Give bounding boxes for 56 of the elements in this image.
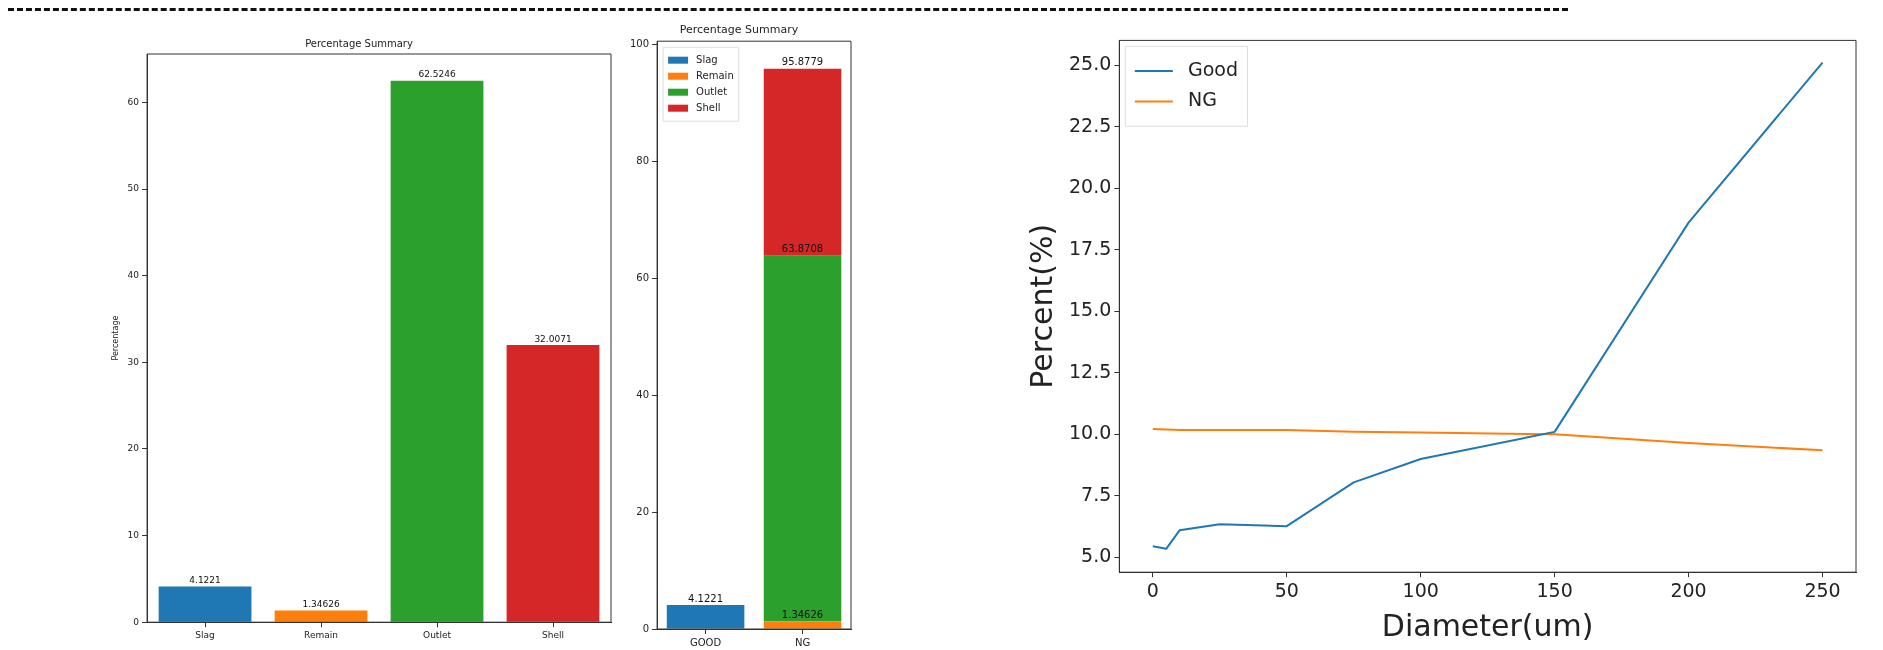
y-tick-label: 12.5: [1068, 359, 1112, 382]
legend-label: NG: [1188, 88, 1217, 111]
annotation: 63.8708: [781, 243, 824, 255]
data-label: 4.1221: [688, 592, 724, 604]
y-tick-label: 80: [636, 155, 650, 167]
y-tick-label: 10: [127, 529, 140, 540]
data-label: 32.0071: [534, 333, 572, 344]
data-label: 1.34626: [781, 608, 824, 620]
legend-label: Remain: [696, 69, 734, 81]
x-tick-label: Slag: [195, 629, 215, 640]
chart-title: Percentage Summary: [679, 23, 799, 37]
x-axis-title: Diameter(um): [1381, 607, 1594, 643]
legend-label: Shell: [696, 101, 721, 113]
y-tick-label: 17.5: [1068, 236, 1112, 259]
y-tick-label: 15.0: [1068, 298, 1112, 321]
y-tick-label: 50: [127, 183, 140, 194]
annotation: 95.8779: [781, 56, 824, 68]
y-tick-label: 20: [127, 443, 140, 454]
y-axis-title: Percentage: [110, 315, 120, 361]
x-tick-label: GOOD: [689, 636, 722, 648]
bar: [390, 80, 484, 622]
legend-label: Slag: [696, 53, 718, 65]
bar: [158, 586, 252, 622]
y-tick-label: 40: [636, 388, 650, 400]
x-tick-label: Shell: [542, 629, 564, 640]
y-tick-label: 22.5: [1068, 113, 1112, 136]
y-tick-label: 40: [127, 270, 140, 281]
x-tick-label: NG: [794, 636, 811, 648]
x-tick-label: 200: [1670, 578, 1707, 601]
y-tick-label: 60: [636, 272, 650, 284]
y-tick-label: 7.5: [1081, 482, 1112, 505]
x-tick-label: 0: [1146, 578, 1159, 601]
data-label: 4.1221: [189, 575, 221, 586]
legend-label: Good: [1188, 58, 1239, 81]
y-tick-label: 30: [127, 356, 140, 367]
bar: [506, 344, 600, 622]
x-tick-label: 250: [1804, 578, 1841, 601]
x-tick-label: Outlet: [423, 629, 452, 640]
y-tick-label: 100: [629, 38, 650, 50]
y-tick-label: 0: [133, 616, 140, 627]
x-tick-label: 50: [1274, 578, 1299, 601]
x-tick-label: 150: [1536, 578, 1573, 601]
y-axis-title: Percent(%): [1023, 223, 1059, 389]
chart-title: Percentage Summary: [305, 37, 413, 49]
y-tick-label: 10.0: [1068, 421, 1112, 444]
legend-label: Outlet: [696, 85, 728, 97]
bar: [274, 610, 368, 622]
y-tick-label: 5.0: [1081, 544, 1112, 567]
y-tick-label: 20: [636, 505, 650, 517]
y-tick-label: 60: [127, 96, 140, 107]
y-tick-label: 20.0: [1068, 175, 1112, 198]
data-label: 1.34626: [302, 599, 340, 610]
data-label: 62.5246: [418, 69, 456, 80]
x-tick-label: Remain: [304, 629, 338, 640]
y-tick-label: 25.0: [1068, 51, 1112, 74]
x-tick-label: 100: [1402, 578, 1439, 601]
